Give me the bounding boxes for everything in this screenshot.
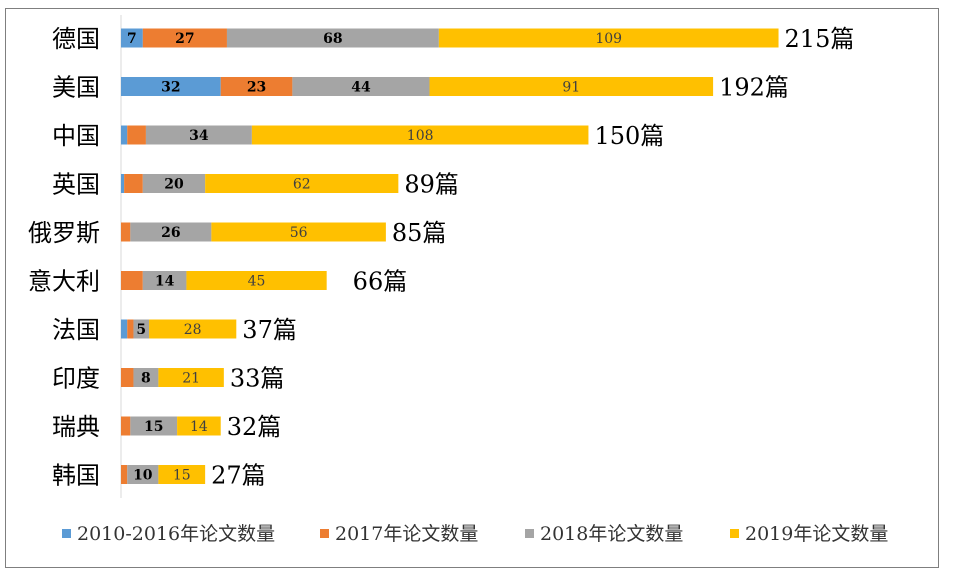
bar-segment [121,125,128,145]
bar-segment [121,319,128,339]
bar-segment [158,368,224,387]
legend-label: 2018年论文数量 [540,523,683,545]
bar-segment [121,465,128,484]
bar-segment [251,125,589,145]
bar-segment [127,125,146,145]
data-label: 15 [173,468,191,484]
data-label: 23 [247,80,266,96]
data-label: 15 [144,419,163,435]
category-label: 印度 [52,365,100,393]
data-label: 34 [189,128,209,144]
bar-segment [142,271,187,290]
data-label: 20 [164,177,184,193]
bar-segment [429,77,714,96]
total-label: 33篇 [230,365,285,393]
legend: 2010-2016年论文数量 2017年论文数量 2018年论文数量 2019年论文数… [62,523,888,545]
bar-segment [220,77,293,96]
total-labels: 215篇 192篇 150篇 89篇 85篇 66篇 37篇 33篇 32篇 27篇 [211,25,854,490]
total-label: 89篇 [404,171,459,199]
data-label: 68 [323,31,342,47]
legend-swatch [525,529,534,538]
category-label: 美国 [52,74,100,102]
legend-swatch [730,529,739,538]
data-label: 32 [161,80,180,96]
data-label: 14 [155,274,175,290]
bar-segment [292,77,430,96]
category-label: 俄罗斯 [28,219,100,247]
bar-segment [438,28,779,48]
bar-segment [211,222,386,242]
bar-segment [133,368,159,387]
legend-label: 2010-2016年论文数量 [77,523,275,545]
data-label: 27 [175,31,194,47]
bar-segment [142,174,206,193]
legend-swatch [62,529,71,538]
total-label: 66篇 [353,268,408,296]
data-label: 28 [184,322,202,338]
data-label: 7 [127,31,137,47]
total-label: 215篇 [785,25,855,53]
data-label: 56 [290,225,308,241]
category-label: 韩国 [52,462,100,490]
bar-segment [121,28,143,48]
bar-segment [127,465,159,484]
total-label: 32篇 [227,413,282,441]
data-label: 91 [562,80,580,96]
bar-segment [158,465,206,484]
data-label: 5 [136,322,146,338]
data-label: 8 [141,371,151,387]
bars-group: 7 27 68 109 32 23 44 91 34 108 20 62 26 56 14 45 5 28 8 21 1… [121,28,779,484]
category-label: 意大利 [28,268,100,296]
bar-segment [149,319,237,339]
bar-segment [177,416,221,436]
category-label: 英国 [52,171,100,199]
data-label: 21 [182,371,200,387]
data-label: 14 [190,419,208,435]
bar-segment [127,319,134,339]
bar-segment [145,125,252,145]
bar-segment [130,222,212,242]
bar-segment [121,368,134,387]
bar-segment [121,174,125,193]
total-label: 85篇 [392,219,447,247]
total-label: 150篇 [594,122,664,150]
data-label: 26 [161,225,180,241]
bar-segment [121,77,221,96]
category-label: 法国 [52,316,100,344]
total-label: 27篇 [211,462,266,490]
bar-segment [226,28,439,48]
bar-segment [186,271,327,290]
bar-segment [121,416,131,436]
bar-segment [142,28,227,48]
data-label: 45 [248,274,266,290]
bar-segment [205,174,399,193]
legend-swatch [320,529,329,538]
total-label: 192篇 [719,74,789,102]
legend-label: 2019年论文数量 [745,523,888,545]
data-label: 62 [293,177,311,193]
bar-segment [121,271,143,290]
data-label: 44 [351,80,371,96]
category-label: 中国 [52,122,100,150]
data-label: 10 [133,468,153,484]
category-label: 瑞典 [52,413,100,441]
bar-segment [124,174,143,193]
data-label: 108 [407,128,434,144]
total-label: 37篇 [242,316,297,344]
bar-segment [130,416,178,436]
category-label: 德国 [52,25,100,53]
legend-label: 2017年论文数量 [335,523,478,545]
bar-segment [133,319,150,339]
bar-segment [121,222,131,242]
data-label: 109 [595,31,622,47]
